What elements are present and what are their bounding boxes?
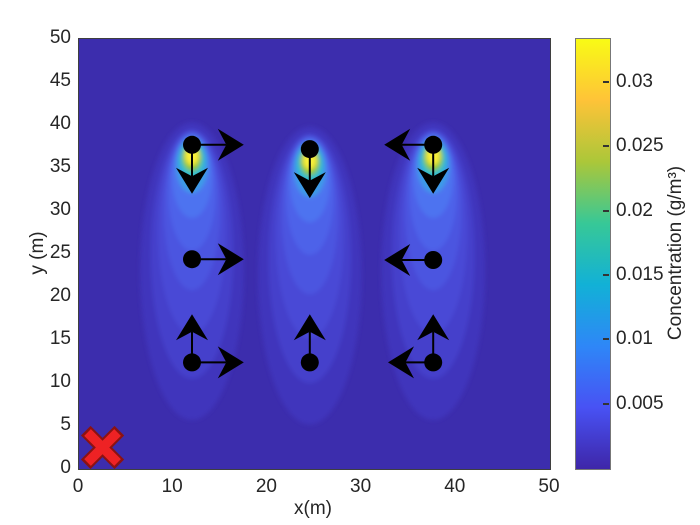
plumes [140, 122, 486, 425]
arrow-head [217, 128, 244, 161]
y-tick-label: 45 [49, 70, 71, 91]
y-tick-label: 20 [49, 285, 71, 306]
colorbar-tick-label: 0.01 [616, 328, 653, 350]
source-marker [183, 250, 201, 269]
colorbar-tick-label: 0.02 [616, 199, 653, 221]
colorbar-tick-mark [603, 145, 609, 148]
arrow-head [384, 244, 411, 276]
colorbar-label: Concentration (g/m³) [665, 165, 686, 341]
y-tick-label: 30 [49, 199, 71, 220]
x-axis-label: x(m) [294, 498, 332, 519]
arrow-head [384, 128, 411, 161]
source-marker [300, 353, 319, 372]
source-marker [183, 353, 201, 372]
y-tick-label: 35 [49, 156, 71, 177]
arrow-head [217, 243, 244, 276]
source-marker [424, 251, 443, 269]
colorbar-tick-label: 0.03 [616, 70, 653, 92]
x-tick-label: 50 [538, 476, 560, 497]
colorbar-tick-mark [603, 338, 609, 341]
y-tick-label: 25 [49, 242, 71, 263]
source-marker [424, 135, 443, 154]
x-tick-label: 0 [72, 476, 84, 497]
arrow-head [417, 314, 450, 341]
plot-area [78, 38, 551, 470]
x-tick-label: 20 [255, 476, 277, 497]
y-tick-label: 10 [49, 371, 71, 392]
y-tick-label: 40 [49, 113, 71, 134]
colorbar-tick-label: 0.015 [616, 263, 664, 285]
x-tick-label: 40 [444, 476, 466, 497]
x-tick-label: 10 [161, 476, 183, 497]
colorbar [575, 38, 611, 470]
y-tick-label: 0 [60, 457, 71, 478]
y-tick-label: 15 [49, 328, 71, 349]
arrow-head [293, 172, 326, 199]
source-marker [424, 353, 443, 372]
colorbar-tick-label: 0.005 [616, 392, 664, 414]
arrow-head [217, 346, 244, 379]
x-tick-label: 30 [350, 476, 372, 497]
colorbar-tick-mark [603, 80, 609, 83]
arrow-head [176, 314, 208, 341]
arrow-head [388, 346, 414, 379]
source-marker [300, 140, 319, 159]
y-tick-label: 50 [49, 27, 71, 48]
colorbar-tick-label: 0.025 [616, 135, 664, 157]
arrow-head [417, 167, 450, 194]
colorbar-tick-mark [603, 209, 609, 212]
source-marker [183, 135, 201, 154]
arrow-head [176, 167, 208, 194]
y-axis-label: y (m) [27, 231, 48, 275]
arrow-head [293, 314, 326, 341]
colorbar-tick-mark [603, 273, 609, 276]
origin-x-marker [80, 425, 125, 469]
y-tick-label: 5 [60, 414, 71, 435]
colorbar-tick-mark [603, 402, 609, 405]
plot-svg [79, 39, 550, 469]
